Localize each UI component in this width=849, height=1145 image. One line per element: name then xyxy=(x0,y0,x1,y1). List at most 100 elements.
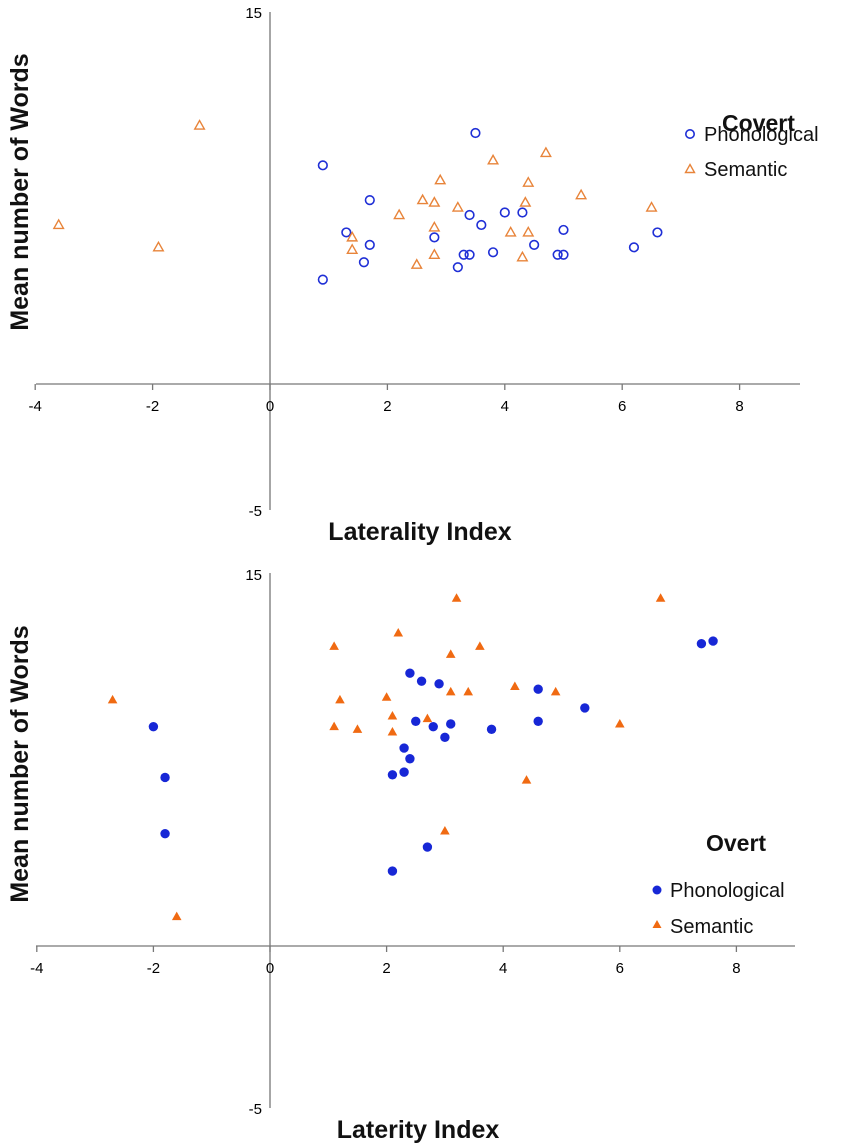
phonological-data-point xyxy=(652,227,663,238)
phonological-data-point xyxy=(364,195,375,206)
phonological-data-point xyxy=(405,668,415,678)
semantic-data-point xyxy=(422,713,433,723)
phonological-data-point xyxy=(533,716,543,726)
phonological-data-point xyxy=(399,743,409,753)
semantic-data-point xyxy=(575,188,588,200)
legend-label-phonological: Phonological xyxy=(670,880,785,902)
semantic-data-point xyxy=(463,686,474,696)
phonological-data-point xyxy=(517,207,528,218)
phonological-data-point xyxy=(317,274,328,285)
x-axis-tick-labels: -4 -2 0 2 4 6 8 xyxy=(30,960,740,977)
y-tick-label-top: 15 xyxy=(245,567,262,584)
semantic-data-point xyxy=(352,724,363,733)
phonological-data-point xyxy=(358,257,370,268)
legend-open-triangle-icon xyxy=(684,163,696,174)
data-points xyxy=(107,593,718,921)
x-tick-label: 2 xyxy=(382,960,390,977)
semantic-data-point xyxy=(416,193,429,205)
x-tick-label: -2 xyxy=(146,398,159,415)
overt-scatter-panel: -4 -2 0 2 4 6 8 15 -5 Mean number of Words Lat… xyxy=(6,567,795,1144)
legend-filled-triangle-icon xyxy=(652,920,662,928)
semantic-data-point xyxy=(615,718,625,728)
semantic-data-point xyxy=(550,686,561,696)
legend-open-circle-icon xyxy=(684,129,695,140)
semantic-data-point xyxy=(393,628,404,637)
semantic-data-point xyxy=(152,240,165,252)
covert-scatter-panel: -4 -2 0 2 4 6 8 15 -5 Mean number of Words Lat… xyxy=(6,5,819,546)
semantic-data-point xyxy=(522,225,535,237)
semantic-data-point xyxy=(440,825,450,835)
semantic-data-point xyxy=(346,230,359,242)
x-axis-ticks xyxy=(34,384,741,390)
y-axis-title: Mean number of Words xyxy=(6,625,34,902)
semantic-data-point xyxy=(539,146,552,158)
semantic-data-point xyxy=(107,694,118,704)
phonological-data-point xyxy=(708,636,718,646)
phonological-data-point xyxy=(341,227,352,238)
phonological-data-point xyxy=(387,770,398,780)
semantic-data-point xyxy=(521,775,532,784)
semantic-data-point xyxy=(428,196,441,207)
x-tick-label: 4 xyxy=(499,960,507,977)
semantic-data-point xyxy=(428,248,441,259)
semantic-data-point xyxy=(335,694,345,704)
phonological-data-point xyxy=(387,866,398,876)
phonological-data-point xyxy=(464,249,475,260)
legend-label-semantic: Semantic xyxy=(704,159,787,181)
semantic-data-point xyxy=(171,911,182,921)
x-tick-label: 4 xyxy=(501,398,509,415)
semantic-data-point xyxy=(510,681,520,691)
semantic-data-point xyxy=(387,710,398,720)
phonological-data-point xyxy=(487,247,499,258)
x-axis-tick-labels: -4 -2 0 2 4 6 8 xyxy=(29,398,744,415)
semantic-data-point xyxy=(645,201,658,212)
legend: Overt Phonological Semantic xyxy=(652,830,785,938)
phonological-data-point xyxy=(558,224,569,236)
phonological-data-point xyxy=(476,219,487,231)
phonological-data-point xyxy=(434,679,444,689)
legend-label-phonological: Phonological xyxy=(704,124,819,146)
x-tick-label: -4 xyxy=(29,398,42,415)
x-tick-label: 8 xyxy=(732,960,740,977)
legend-title: Covert xyxy=(722,110,795,136)
phonological-data-point xyxy=(533,684,543,694)
phonological-data-point xyxy=(486,724,497,735)
semantic-data-point xyxy=(393,208,406,220)
semantic-data-point xyxy=(519,196,532,207)
semantic-data-point xyxy=(516,250,529,262)
phonological-data-point xyxy=(428,721,438,732)
phonological-data-point xyxy=(148,721,159,732)
x-axis-ticks xyxy=(36,946,738,952)
semantic-data-point xyxy=(504,225,517,237)
semantic-data-point xyxy=(522,176,535,187)
x-axis-title: Laterity Index xyxy=(337,1116,500,1144)
semantic-data-point xyxy=(346,243,359,255)
phonological-data-point xyxy=(364,239,375,250)
phonological-data-point xyxy=(405,754,415,764)
phonological-data-point xyxy=(160,828,170,839)
x-tick-label: 6 xyxy=(616,960,624,977)
phonological-data-point xyxy=(416,676,427,686)
semantic-data-point xyxy=(52,218,65,230)
semantic-data-point xyxy=(428,221,441,232)
phonological-data-point xyxy=(552,249,563,260)
phonological-data-point xyxy=(464,209,475,221)
phonological-data-point xyxy=(696,639,707,649)
phonological-data-point xyxy=(558,249,569,260)
semantic-data-point xyxy=(655,593,666,602)
semantic-data-point xyxy=(434,173,447,185)
data-points xyxy=(52,119,663,285)
legend-title: Overt xyxy=(706,830,766,856)
y-tick-label-bottom: -5 xyxy=(249,1101,262,1118)
phonological-data-point xyxy=(411,716,421,726)
x-tick-label: 8 xyxy=(735,398,743,415)
semantic-data-point xyxy=(193,119,206,130)
phonological-data-point xyxy=(499,207,510,218)
phonological-data-point xyxy=(317,160,328,171)
phonological-data-point xyxy=(399,767,409,777)
semantic-data-point xyxy=(387,727,398,736)
y-tick-label-bottom: -5 xyxy=(249,503,262,520)
semantic-data-point xyxy=(445,649,456,658)
semantic-data-point xyxy=(410,258,423,269)
